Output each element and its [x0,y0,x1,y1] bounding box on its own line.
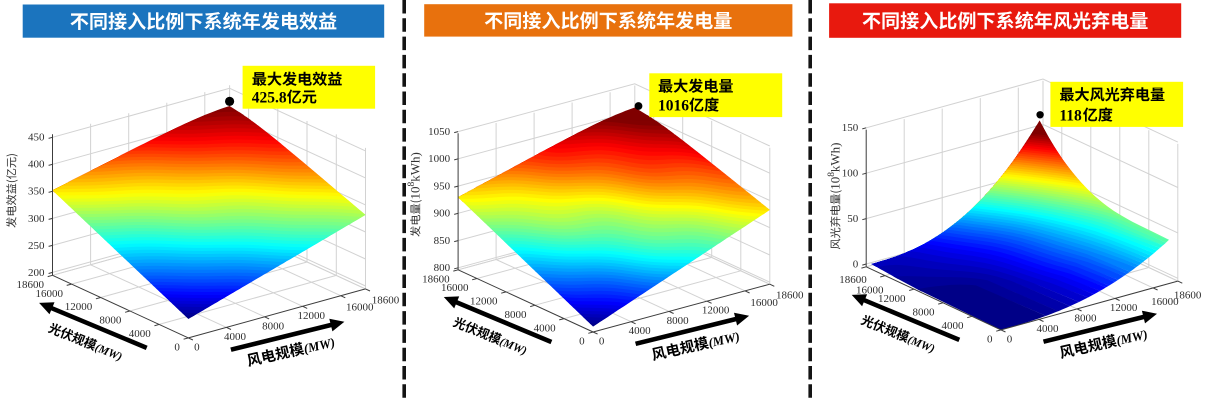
svg-text:0: 0 [194,341,200,353]
svg-text:10: 10 [408,187,423,200]
svg-text:0: 0 [853,258,859,270]
svg-text:8000: 8000 [1075,312,1098,324]
svg-text:12000: 12000 [470,296,498,308]
svg-text:12000: 12000 [65,301,93,313]
svg-text:900: 900 [434,208,451,220]
svg-text:1016: 1016 [658,97,689,114]
svg-text:16000: 16000 [750,297,778,309]
svg-text:150: 150 [842,122,859,134]
svg-text:100: 100 [842,168,859,180]
svg-text:(MW): (MW) [93,342,124,364]
svg-text:300: 300 [28,213,45,225]
svg-text:(MW): (MW) [1115,327,1149,349]
svg-text:800: 800 [434,262,451,274]
svg-text:1000: 1000 [428,153,451,165]
svg-text:18600: 18600 [17,279,45,291]
svg-text:4000: 4000 [942,320,965,332]
svg-text:18600: 18600 [776,290,804,302]
svg-text:(MW): (MW) [707,329,741,351]
svg-text:425.8: 425.8 [252,89,287,106]
svg-text:12000: 12000 [878,293,906,305]
svg-text:0: 0 [987,334,993,346]
svg-text:16000: 16000 [346,302,374,314]
svg-text:16000: 16000 [856,284,884,296]
svg-text:18600: 18600 [422,274,450,286]
svg-text:450: 450 [28,132,45,144]
svg-text:400: 400 [28,159,45,171]
svg-text:16000: 16000 [441,282,469,294]
svg-text:12000: 12000 [1110,302,1138,314]
svg-text:850: 850 [434,235,451,247]
svg-text:(MW): (MW) [302,335,336,357]
svg-text:350: 350 [28,186,45,198]
svg-text:200: 200 [28,267,45,279]
svg-text:1050: 1050 [428,126,451,138]
svg-text:4000: 4000 [1037,323,1060,335]
svg-text:kWh): kWh) [828,142,843,172]
svg-text:16000: 16000 [1151,296,1179,308]
svg-text:0: 0 [579,336,585,348]
svg-text:18600: 18600 [839,274,867,286]
svg-text:8000: 8000 [913,307,936,319]
svg-text:950: 950 [434,181,451,193]
svg-text:50: 50 [847,213,859,225]
svg-text:4000: 4000 [534,322,557,334]
svg-text:(MW): (MW) [498,336,529,358]
svg-text:0: 0 [1007,333,1013,345]
svg-text:118: 118 [1059,107,1082,124]
svg-text:10: 10 [828,177,843,190]
svg-text:18600: 18600 [1174,289,1202,301]
svg-text:8000: 8000 [505,309,528,321]
svg-text:16000: 16000 [36,288,64,300]
svg-text:0: 0 [174,342,180,354]
svg-text:kWh): kWh) [408,152,423,182]
svg-text:(MW): (MW) [906,334,937,356]
svg-text:4000: 4000 [224,331,247,343]
svg-text:8000: 8000 [667,315,690,327]
svg-text:18600: 18600 [372,294,400,306]
svg-text:0: 0 [599,336,605,348]
svg-text:8: 8 [827,172,837,177]
svg-text:12000: 12000 [702,305,730,317]
svg-text:250: 250 [28,240,45,252]
svg-text:8000: 8000 [262,320,285,332]
svg-text:4000: 4000 [129,328,152,340]
svg-text:4000: 4000 [629,325,652,337]
svg-text:12000: 12000 [297,310,325,322]
svg-text:8: 8 [407,182,417,187]
svg-text:8000: 8000 [99,315,122,327]
